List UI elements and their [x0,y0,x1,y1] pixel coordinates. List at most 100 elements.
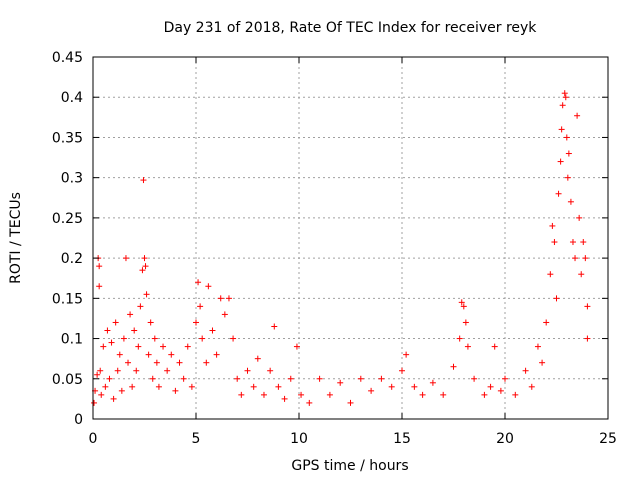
data-point [125,359,132,366]
data-point [569,239,576,246]
data-point [127,311,134,318]
chart-title: Day 231 of 2018, Rate Of TEC Index for r… [164,20,538,36]
data-point [399,367,405,374]
data-point [153,359,160,366]
data-point [580,239,587,246]
data-point [164,367,171,374]
data-point [168,351,175,358]
data-points [91,90,591,406]
data-point [133,367,140,374]
data-point [143,291,150,298]
data-point [522,367,529,374]
data-point [563,134,570,141]
data-point [217,295,224,302]
data-point [275,383,282,390]
data-point [106,375,113,382]
data-point [254,355,261,362]
data-point [91,399,98,406]
data-point [110,395,117,402]
data-point [582,255,589,262]
data-point [96,263,103,270]
data-point [378,375,385,382]
data-point [281,395,288,402]
data-point [151,335,158,342]
y-tick-label: 0 [74,412,83,428]
data-point [567,198,574,205]
data-point [209,327,216,334]
data-point [561,90,568,97]
data-point [195,279,202,286]
data-point [528,383,535,390]
data-point [572,255,579,262]
x-tick-label: 15 [393,431,411,447]
data-point [403,351,410,358]
data-point [487,383,494,390]
data-point [221,311,228,318]
data-point [149,375,156,382]
x-tick-label: 0 [89,431,98,447]
data-point [199,335,206,342]
data-point [564,174,571,181]
x-tick-label: 5 [192,431,201,447]
data-point [287,375,294,382]
data-point [267,367,274,374]
data-point [357,375,364,382]
x-axis-label: GPS time / hours [291,458,408,474]
data-point [464,343,471,350]
data-point [250,383,257,390]
x-tick-label: 20 [496,431,514,447]
data-point [502,375,508,382]
data-point [97,367,104,374]
data-point [491,343,498,350]
data-point [549,222,556,229]
data-point [578,271,585,278]
data-point [456,335,463,342]
data-point [316,375,323,382]
data-point [193,319,199,326]
data-point [137,303,144,310]
data-point [419,391,426,398]
data-point [368,387,375,394]
data-point [176,359,183,366]
data-point [122,255,129,262]
data-point [471,375,478,382]
data-point [155,383,162,390]
y-tick-label: 0.45 [52,50,83,66]
data-point [116,351,123,358]
y-tick-label: 0.25 [52,211,83,227]
data-point [553,295,560,302]
x-tick-label: 10 [290,431,308,447]
data-point [112,319,119,326]
data-point [104,327,111,334]
data-point [559,102,566,109]
data-point [458,299,465,306]
data-point [497,387,504,394]
data-point [306,399,313,406]
data-point [337,379,344,386]
data-point [120,335,127,342]
data-point [172,387,179,394]
x-tick-label: 25 [599,431,617,447]
data-point [565,150,572,157]
data-point [429,379,436,386]
data-point [141,255,148,262]
data-point [135,343,142,350]
data-point [574,112,581,119]
data-point [551,239,558,246]
data-point [142,263,149,270]
data-point [102,383,109,390]
data-point [460,303,467,310]
data-point [562,94,569,101]
data-point [462,319,469,326]
y-tick-label: 0.3 [61,171,83,187]
y-tick-label: 0.05 [52,372,83,388]
data-point [131,327,138,334]
data-point [534,343,541,350]
data-point [557,158,564,165]
y-tick-label: 0.2 [61,251,83,267]
grid-lines [93,57,608,419]
data-point [450,363,457,370]
data-point [145,351,152,358]
data-point [298,391,305,398]
data-point [481,391,488,398]
